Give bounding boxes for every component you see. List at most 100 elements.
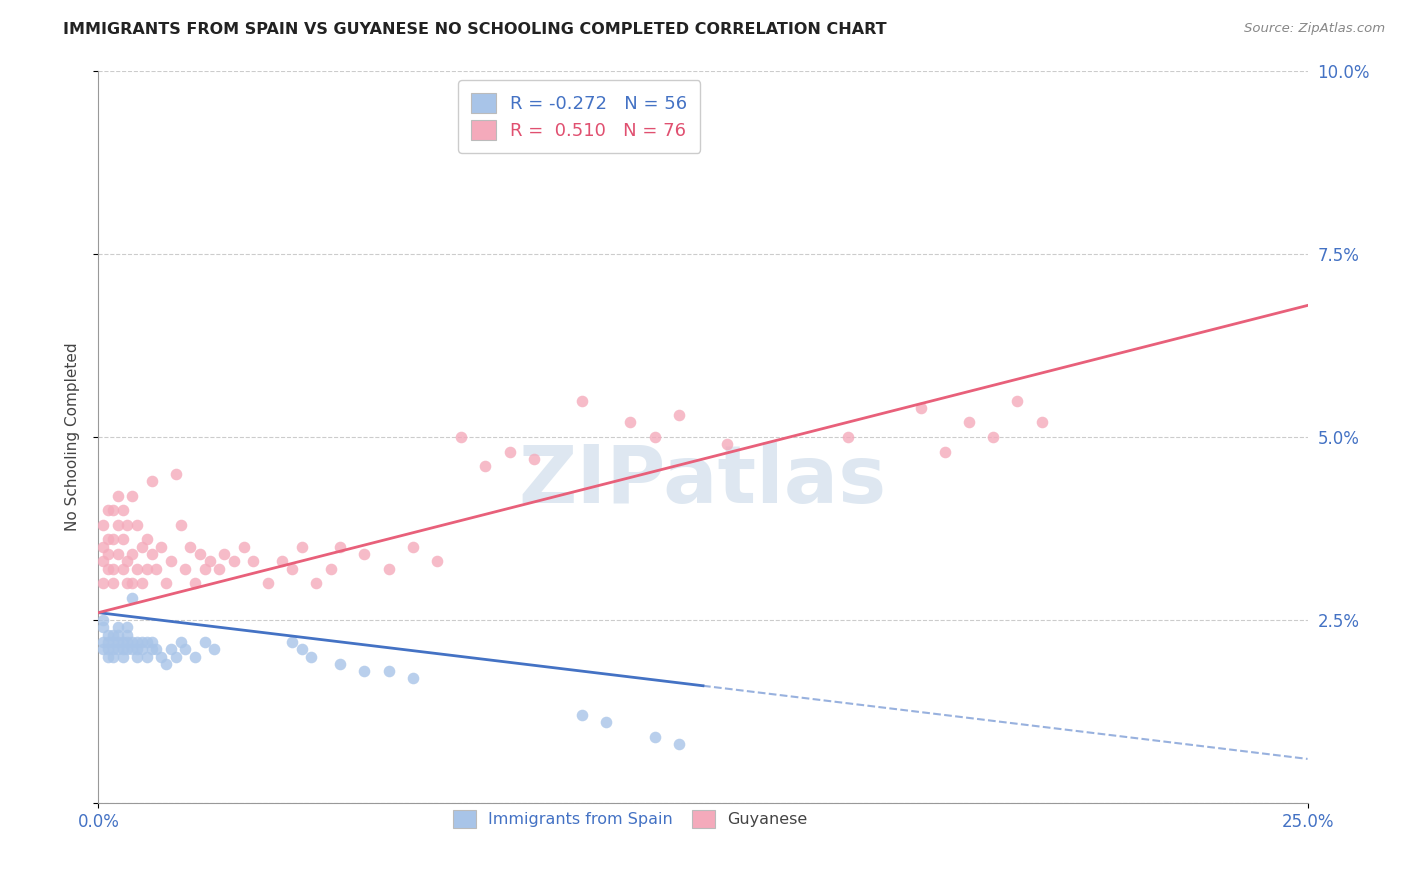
Point: [97, 547, 120, 561]
Point: [101, 503, 124, 517]
Point: [117, 635, 139, 649]
Point: [117, 517, 139, 532]
Point: [934, 444, 956, 458]
Point: [160, 642, 183, 657]
Point: [97, 635, 120, 649]
Point: [305, 576, 328, 591]
Point: [179, 540, 201, 554]
Point: [204, 642, 226, 657]
Point: [668, 737, 690, 751]
Point: [184, 649, 207, 664]
Point: [111, 562, 134, 576]
Text: ZIPatlas: ZIPatlas: [519, 442, 887, 520]
Point: [91, 635, 114, 649]
Point: [121, 591, 143, 605]
Point: [117, 642, 139, 657]
Point: [141, 547, 163, 561]
Point: [256, 576, 278, 591]
Point: [208, 562, 231, 576]
Point: [1031, 416, 1053, 430]
Point: [160, 554, 183, 568]
Point: [426, 554, 449, 568]
Point: [107, 517, 129, 532]
Point: [131, 576, 153, 591]
Point: [155, 657, 177, 671]
Point: [353, 547, 375, 561]
Point: [127, 517, 149, 532]
Point: [91, 642, 114, 657]
Point: [150, 540, 173, 554]
Point: [498, 444, 520, 458]
Point: [910, 401, 932, 415]
Point: [121, 489, 143, 503]
Point: [242, 554, 264, 568]
Point: [595, 715, 617, 730]
Point: [111, 635, 134, 649]
Point: [117, 554, 139, 568]
Point: [188, 547, 211, 561]
Point: [402, 672, 425, 686]
Text: IMMIGRANTS FROM SPAIN VS GUYANESE NO SCHOOLING COMPLETED CORRELATION CHART: IMMIGRANTS FROM SPAIN VS GUYANESE NO SCH…: [63, 22, 887, 37]
Text: Source: ZipAtlas.com: Source: ZipAtlas.com: [1244, 22, 1385, 36]
Point: [169, 517, 191, 532]
Point: [91, 554, 114, 568]
Point: [127, 649, 149, 664]
Point: [121, 547, 143, 561]
Point: [619, 416, 641, 430]
Point: [117, 576, 139, 591]
Point: [271, 554, 294, 568]
Point: [299, 649, 322, 664]
Point: [127, 642, 149, 657]
Point: [127, 635, 149, 649]
Point: [150, 649, 173, 664]
Point: [571, 393, 593, 408]
Point: [169, 635, 191, 649]
Point: [232, 540, 254, 554]
Point: [281, 635, 304, 649]
Point: [101, 533, 124, 547]
Point: [91, 576, 114, 591]
Point: [194, 562, 217, 576]
Point: [97, 533, 120, 547]
Point: [290, 540, 312, 554]
Point: [101, 635, 124, 649]
Point: [523, 452, 546, 467]
Point: [290, 642, 312, 657]
Point: [131, 540, 153, 554]
Point: [329, 657, 352, 671]
Y-axis label: No Schooling Completed: No Schooling Completed: [65, 343, 80, 532]
Point: [127, 562, 149, 576]
Point: [111, 642, 134, 657]
Point: [107, 547, 129, 561]
Point: [194, 635, 217, 649]
Point: [111, 533, 134, 547]
Point: [668, 408, 690, 422]
Point: [121, 635, 143, 649]
Point: [107, 627, 129, 641]
Point: [101, 642, 124, 657]
Point: [329, 540, 352, 554]
Point: [97, 562, 120, 576]
Point: [957, 416, 980, 430]
Point: [212, 547, 235, 561]
Point: [91, 620, 114, 634]
Point: [101, 649, 124, 664]
Point: [107, 642, 129, 657]
Point: [377, 664, 399, 678]
Point: [155, 576, 177, 591]
Point: [145, 642, 167, 657]
Point: [377, 562, 399, 576]
Point: [121, 576, 143, 591]
Point: [353, 664, 375, 678]
Point: [91, 613, 114, 627]
Point: [107, 620, 129, 634]
Point: [184, 576, 207, 591]
Point: [131, 642, 153, 657]
Point: [101, 576, 124, 591]
Point: [111, 649, 134, 664]
Point: [97, 627, 120, 641]
Point: [131, 635, 153, 649]
Point: [716, 437, 738, 451]
Point: [644, 730, 666, 744]
Point: [97, 642, 120, 657]
